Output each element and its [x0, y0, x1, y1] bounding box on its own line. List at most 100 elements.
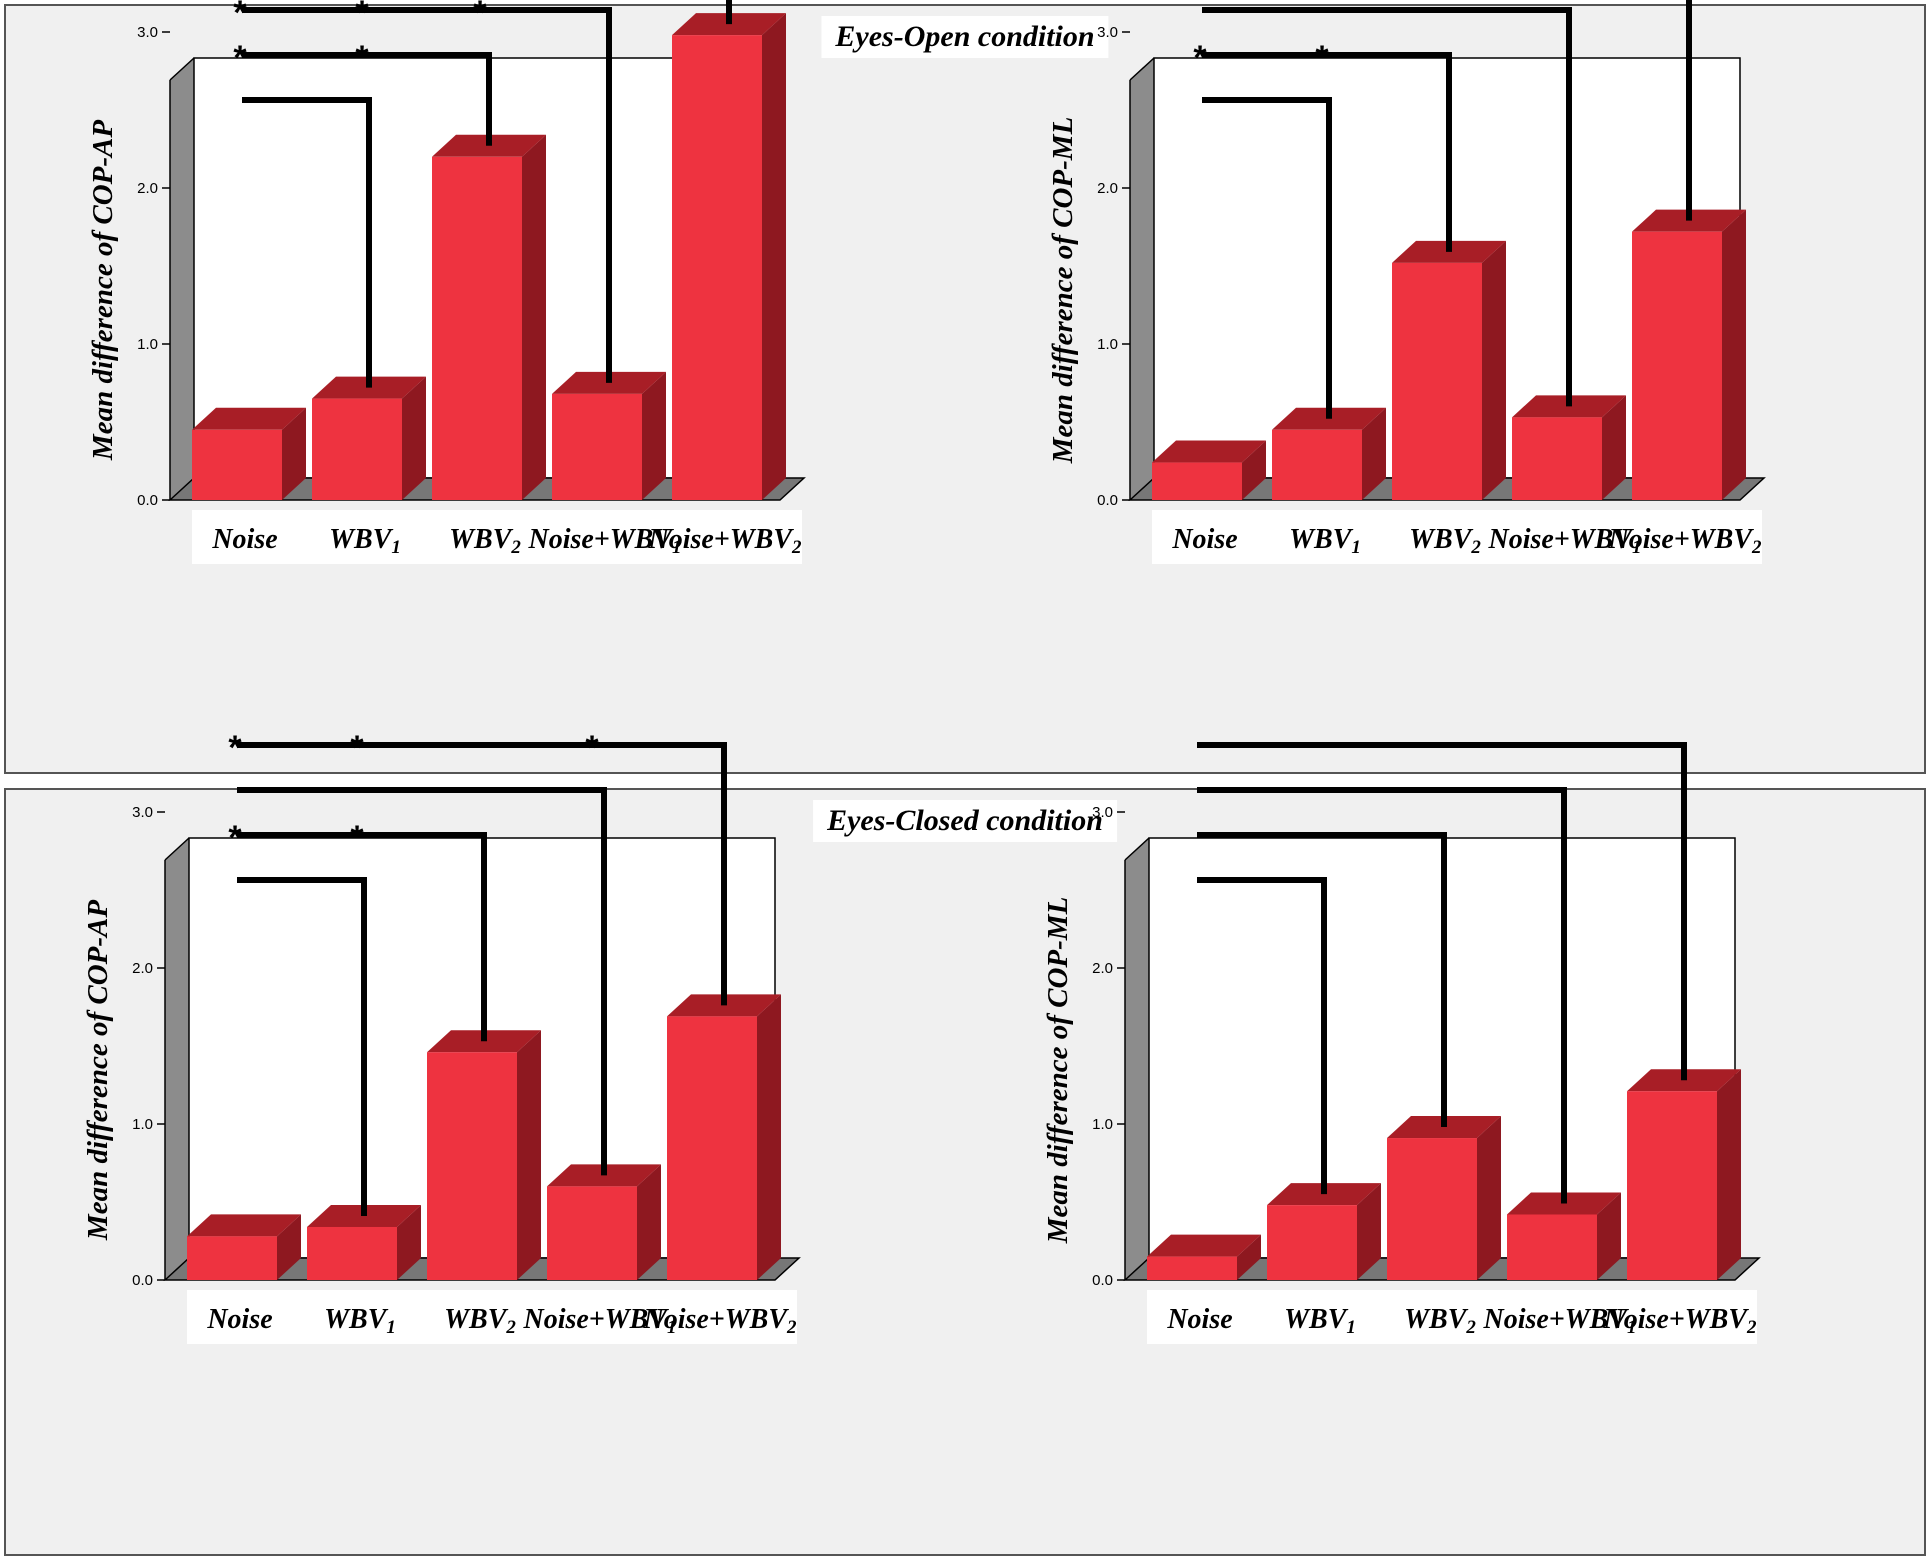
bar-wbv2 — [432, 134, 546, 501]
category-label-wbv1: WBV1 — [1284, 1304, 1356, 1338]
bar-noise-wbv2 — [1632, 209, 1746, 500]
bar-front — [192, 429, 282, 500]
bar-noise-wbv2 — [672, 13, 786, 501]
bracket-line — [242, 97, 372, 388]
bar-side — [1242, 440, 1266, 500]
category-label-noise: Noise — [206, 1304, 272, 1335]
comparison-bracket-wbv1 — [1202, 97, 1332, 419]
bar-front — [1512, 417, 1602, 500]
bar-front — [1387, 1138, 1477, 1280]
bar-front — [187, 1236, 277, 1280]
bar-front — [1632, 231, 1722, 500]
category-label-noise-wbv1: Noise+WBV1 — [1482, 1304, 1636, 1338]
eyes-open-title: Eyes-Open condition — [821, 16, 1109, 58]
significance-star: * — [350, 819, 364, 857]
bar-side — [1482, 240, 1506, 500]
bar-front — [547, 1186, 637, 1280]
bar-front — [1152, 462, 1242, 500]
bracket-line — [237, 877, 367, 1216]
bar-noise-wbv1 — [552, 371, 666, 500]
bracket-line — [242, 52, 492, 146]
bar-noise-wbv2 — [667, 994, 781, 1280]
bar-top — [547, 1164, 661, 1187]
category-label-strip — [1147, 1290, 1757, 1344]
bracket-line — [1197, 877, 1327, 1195]
bar-side — [1477, 1116, 1501, 1280]
bar-front — [672, 35, 762, 501]
side-wall — [1125, 838, 1149, 1280]
bar-wbv1 — [1267, 1183, 1381, 1280]
bracket-line — [237, 787, 607, 1176]
y-tick-label: 2.0 — [1092, 960, 1113, 977]
significance-star: * — [355, 0, 369, 32]
bar-front — [552, 393, 642, 500]
bar-noise — [187, 1214, 301, 1280]
bar-front — [1627, 1091, 1717, 1280]
bar-wbv2 — [1392, 240, 1506, 500]
comparison-bracket-wbv1 — [1197, 877, 1327, 1195]
significance-star: * — [233, 39, 247, 77]
category-label-strip — [192, 510, 802, 564]
comparison-bracket-wbv1 — [242, 97, 372, 388]
y-tick-label: 1.0 — [1097, 336, 1118, 353]
significance-star: * — [233, 0, 247, 32]
bar-wbv1 — [1272, 407, 1386, 500]
bar-noise — [192, 407, 306, 500]
comparison-bracket-wbv2: * * — [228, 819, 487, 1042]
bar-side — [637, 1164, 661, 1280]
comparison-bracket-wbv2: * * — [1193, 39, 1452, 252]
bar-side — [402, 376, 426, 500]
y-tick-label: 3.0 — [1092, 804, 1113, 821]
category-label-noise-wbv2: Noise+WBV2 — [1607, 524, 1762, 558]
significance-star: * — [1193, 39, 1207, 77]
bar-front — [312, 398, 402, 500]
bracket-line — [1202, 97, 1332, 419]
bar-noise-wbv1 — [1512, 395, 1626, 500]
category-label-wbv1: WBV1 — [1289, 524, 1361, 558]
bar-noise — [1147, 1234, 1261, 1280]
significance-star: * — [585, 729, 599, 767]
category-label-wbv2: WBV2 — [449, 524, 521, 558]
bracket-line — [237, 832, 487, 1042]
side-wall-edge — [1129, 57, 1155, 81]
significance-star: * — [228, 819, 242, 857]
category-label-wbv2: WBV2 — [444, 1304, 516, 1338]
bar-noise-wbv2 — [1627, 1069, 1741, 1280]
y-tick-label: 3.0 — [132, 804, 153, 821]
bracket-line — [1197, 742, 1687, 1081]
y-tick-label: 0.0 — [132, 1272, 153, 1289]
bar-top — [1147, 1234, 1261, 1257]
bar-side — [762, 13, 786, 501]
y-tick-label: 1.0 — [1092, 1116, 1113, 1133]
category-label-wbv1: WBV1 — [324, 1304, 396, 1338]
bar-side — [1237, 1234, 1261, 1280]
y-axis-label: Mean difference of COP-AP — [87, 120, 119, 461]
bar-wbv2 — [427, 1030, 541, 1280]
bracket-line — [1202, 7, 1572, 407]
bar-side — [397, 1204, 421, 1280]
bar-wbv1 — [312, 376, 426, 500]
comparison-bracket-noise-wbv1: * * * — [233, 0, 612, 383]
bar-wbv2 — [1387, 1116, 1501, 1280]
y-tick-label: 1.0 — [137, 336, 158, 353]
bar-front — [1147, 1256, 1237, 1280]
comparison-bracket-noise-wbv1 — [237, 787, 607, 1176]
bar-side — [1722, 209, 1746, 500]
bar-top — [187, 1214, 301, 1237]
bar-front — [1392, 262, 1482, 500]
significance-star: * — [350, 729, 364, 767]
category-label-noise-wbv2: Noise+WBV2 — [647, 524, 802, 558]
bar-side — [1597, 1192, 1621, 1280]
bar-side — [282, 407, 306, 500]
comparison-bracket-noise-wbv1 — [1202, 7, 1572, 407]
bar-side — [1717, 1069, 1741, 1280]
bar-front — [427, 1052, 517, 1280]
y-tick-label: 1.0 — [132, 1116, 153, 1133]
bar-front — [1267, 1205, 1357, 1280]
category-label-noise: Noise — [1166, 1304, 1232, 1335]
y-tick-label: 3.0 — [1097, 24, 1118, 41]
comparison-bracket-noise-wbv1 — [1197, 787, 1567, 1204]
bar-side — [757, 994, 781, 1280]
bar-side — [642, 371, 666, 500]
bracket-line — [1197, 832, 1447, 1128]
